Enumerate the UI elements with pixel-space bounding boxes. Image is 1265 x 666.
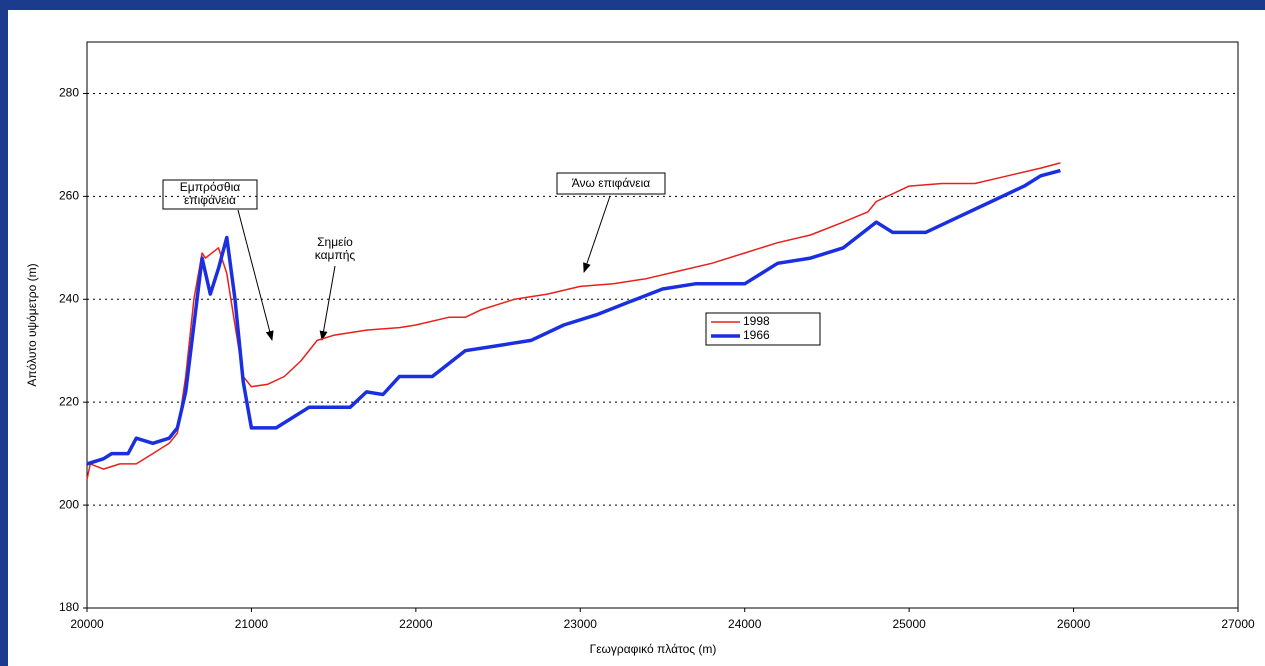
x-tick-label: 20000: [70, 617, 104, 631]
y-tick-label: 280: [59, 86, 79, 100]
y-tick-label: 220: [59, 394, 79, 408]
annotation: Άνω επιφάνεια: [572, 176, 651, 190]
x-tick-label: 23000: [564, 617, 598, 631]
x-tick-label: 25000: [892, 617, 926, 631]
series-line: [86, 162, 1061, 480]
annotation: Εμπρόσθια: [180, 180, 240, 194]
y-axis-label: Απόλυτο υψόμετρο (m): [25, 263, 39, 386]
annotation-box: [162, 179, 258, 210]
legend-label: 1998: [743, 314, 770, 328]
annotation: καμπής: [315, 248, 356, 262]
y-tick-label: 180: [59, 600, 79, 614]
arrow: [237, 209, 274, 341]
y-tick-label: 260: [59, 189, 79, 203]
x-tick-label: 26000: [1057, 617, 1091, 631]
arrow: [319, 265, 336, 341]
legend-box: [705, 312, 821, 346]
x-axis-label: Γεωγραφικό πλάτος (m): [590, 642, 717, 656]
annotation: Σημείο: [317, 235, 353, 249]
chart-background: [8, 10, 1265, 666]
y-tick-label: 240: [59, 291, 79, 305]
x-tick-label: 27000: [1221, 617, 1255, 631]
x-tick-label: 22000: [399, 617, 433, 631]
annotation-box: [556, 172, 666, 195]
series-line: [86, 168, 1061, 466]
x-tick-label: 21000: [235, 617, 269, 631]
y-tick-label: 200: [59, 497, 79, 511]
plot-frame: [86, 41, 1239, 609]
legend-label: 1966: [743, 328, 770, 342]
annotation: επιφάνεια: [184, 193, 236, 207]
arrow: [583, 195, 611, 273]
x-tick-label: 24000: [728, 617, 762, 631]
